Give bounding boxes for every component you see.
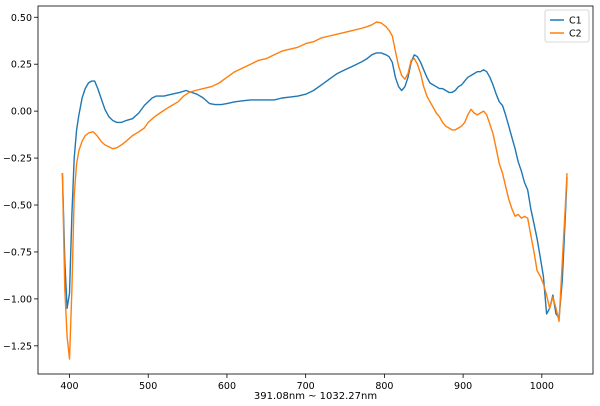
- y-tick-label: 0.00: [11, 107, 32, 118]
- y-tick-label: 0.50: [11, 13, 32, 24]
- x-tick-label: 1000: [530, 381, 554, 392]
- series-line-c1: [61, 52, 568, 319]
- legend-label-c1: C1: [569, 16, 582, 27]
- y-tick-label: −0.75: [3, 247, 32, 258]
- y-tick-label: −0.50: [3, 201, 32, 212]
- series-layer: [61, 21, 568, 360]
- axes-frame: [37, 5, 594, 375]
- x-tick-label: 500: [139, 381, 157, 392]
- plot-area: [38, 6, 593, 374]
- y-tick-label: −1.25: [3, 341, 32, 352]
- series-line-c2: [61, 21, 568, 360]
- x-axis-label: 391.08nm ~ 1032.27nm: [254, 391, 377, 402]
- x-tick-label: 600: [218, 381, 236, 392]
- x-tick-label: 800: [375, 381, 393, 392]
- x-tick-label: 900: [454, 381, 472, 392]
- y-tick-label: −1.00: [3, 294, 32, 305]
- legend-label-c2: C2: [569, 29, 582, 40]
- y-tick-label: −0.25: [3, 154, 32, 165]
- legend-box: [544, 9, 590, 43]
- y-tick-label: 0.25: [11, 60, 32, 71]
- axes-layer: 400 500 600 700 800 900 1000 0.50 0.25 0.00 −0.25 −…: [3, 5, 594, 392]
- x-tick-label: 700: [297, 381, 315, 392]
- x-tick-label: 400: [60, 381, 78, 392]
